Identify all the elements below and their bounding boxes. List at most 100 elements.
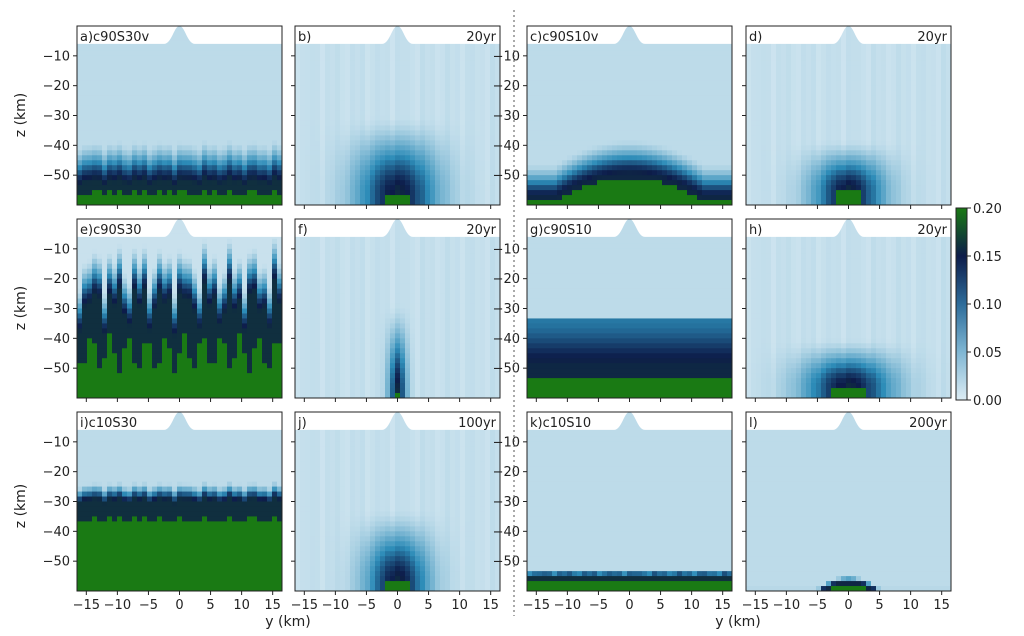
- heatmap-cell: [182, 175, 188, 181]
- heatmap-cell: [801, 90, 807, 97]
- heatmap-cell: [147, 100, 153, 107]
- heatmap-cell: [295, 50, 301, 57]
- heatmap-cell: [380, 160, 386, 166]
- heatmap-cell: [677, 65, 683, 72]
- heatmap-cell: [385, 70, 391, 77]
- heatmap-cell: [315, 165, 321, 171]
- heatmap-cell: [217, 60, 223, 67]
- heatmap-cell: [257, 70, 263, 77]
- heatmap-cell: [167, 185, 173, 191]
- heatmap-cell: [470, 180, 476, 186]
- heatmap-cell: [572, 45, 578, 52]
- heatmap-cell: [791, 190, 797, 196]
- heatmap-cell: [420, 50, 426, 57]
- heatmap-cell: [756, 65, 762, 72]
- heatmap-cell: [776, 130, 782, 136]
- heatmap-cell: [320, 50, 326, 57]
- heatmap-cell: [465, 75, 471, 82]
- heatmap-cell: [330, 90, 336, 97]
- heatmap-cell: [132, 150, 138, 156]
- heatmap-cell: [430, 85, 436, 92]
- heatmap-cell: [480, 75, 486, 82]
- heatmap-cell: [370, 85, 376, 92]
- heatmap-cell: [485, 190, 491, 196]
- heatmap-cell: [652, 150, 658, 156]
- heatmap-cell: [642, 195, 648, 201]
- heatmap-cell: [147, 80, 153, 87]
- heatmap-cell: [127, 115, 133, 122]
- heatmap-cell: [622, 150, 628, 156]
- heatmap-cell: [340, 130, 346, 136]
- heatmap-cell: [305, 155, 311, 161]
- heatmap-cell: [82, 185, 88, 191]
- heatmap-cell: [262, 115, 268, 122]
- heatmap-cell: [82, 115, 88, 122]
- heatmap-cell: [806, 95, 812, 102]
- heatmap-cell: [657, 75, 663, 82]
- heatmap-cell: [547, 120, 553, 127]
- heatmap-cell: [537, 100, 543, 107]
- heatmap-cell: [791, 105, 797, 112]
- heatmap-cell: [672, 110, 678, 117]
- heatmap-cell: [415, 160, 421, 166]
- heatmap-cell: [300, 110, 306, 117]
- heatmap-cell: [350, 175, 356, 181]
- heatmap-cell: [532, 175, 538, 181]
- heatmap-cell: [537, 135, 543, 141]
- heatmap-cell: [430, 190, 436, 196]
- heatmap-cell: [557, 185, 563, 191]
- heatmap-cell: [267, 195, 273, 201]
- heatmap-cell: [537, 190, 543, 196]
- heatmap-cell: [557, 50, 563, 57]
- heatmap-cell: [400, 170, 406, 176]
- heatmap-cell: [177, 145, 183, 151]
- heatmap-cell: [295, 70, 301, 77]
- heatmap-cell: [370, 130, 376, 136]
- heatmap-cell: [637, 170, 643, 176]
- heatmap-cell: [202, 160, 208, 166]
- heatmap-cell: [642, 105, 648, 112]
- heatmap-cell: [360, 185, 366, 191]
- heatmap-cell: [801, 200, 807, 205]
- heatmap-cell: [662, 170, 668, 176]
- heatmap-cell: [460, 80, 466, 87]
- heatmap-cell: [172, 70, 178, 77]
- heatmap-cell: [527, 125, 533, 132]
- heatmap-cell: [335, 175, 341, 181]
- heatmap-cell: [582, 55, 588, 62]
- heatmap-cell: [637, 125, 643, 132]
- heatmap-cell: [272, 145, 278, 151]
- heatmap-cell: [87, 160, 93, 166]
- heatmap-cell: [227, 50, 233, 57]
- heatmap-cell: [435, 155, 441, 161]
- heatmap-cell: [315, 105, 321, 112]
- heatmap-cell: [465, 95, 471, 102]
- heatmap-cell: [652, 155, 658, 161]
- heatmap-cell: [330, 55, 336, 62]
- heatmap-cell: [460, 100, 466, 107]
- heatmap-cell: [320, 170, 326, 176]
- heatmap-cell: [672, 105, 678, 112]
- heatmap-cell: [682, 105, 688, 112]
- heatmap-cell: [107, 155, 113, 161]
- heatmap-cell: [97, 140, 103, 146]
- heatmap-cell: [237, 120, 243, 127]
- heatmap-cell: [637, 110, 643, 117]
- heatmap-cell: [112, 90, 118, 97]
- heatmap-cell: [647, 155, 653, 161]
- heatmap-cell: [445, 115, 451, 122]
- heatmap-cell: [480, 160, 486, 166]
- heatmap-cell: [335, 75, 341, 82]
- heatmap-cell: [355, 135, 361, 141]
- heatmap-cell: [495, 55, 500, 62]
- heatmap-cell: [335, 115, 341, 122]
- heatmap-cell: [92, 150, 98, 156]
- heatmap-cell: [702, 85, 708, 92]
- heatmap-cell: [796, 110, 802, 117]
- heatmap-cell: [187, 135, 193, 141]
- heatmap-cell: [756, 70, 762, 77]
- heatmap-cell: [152, 140, 158, 146]
- heatmap-cell: [537, 80, 543, 87]
- heatmap-cell: [325, 170, 331, 176]
